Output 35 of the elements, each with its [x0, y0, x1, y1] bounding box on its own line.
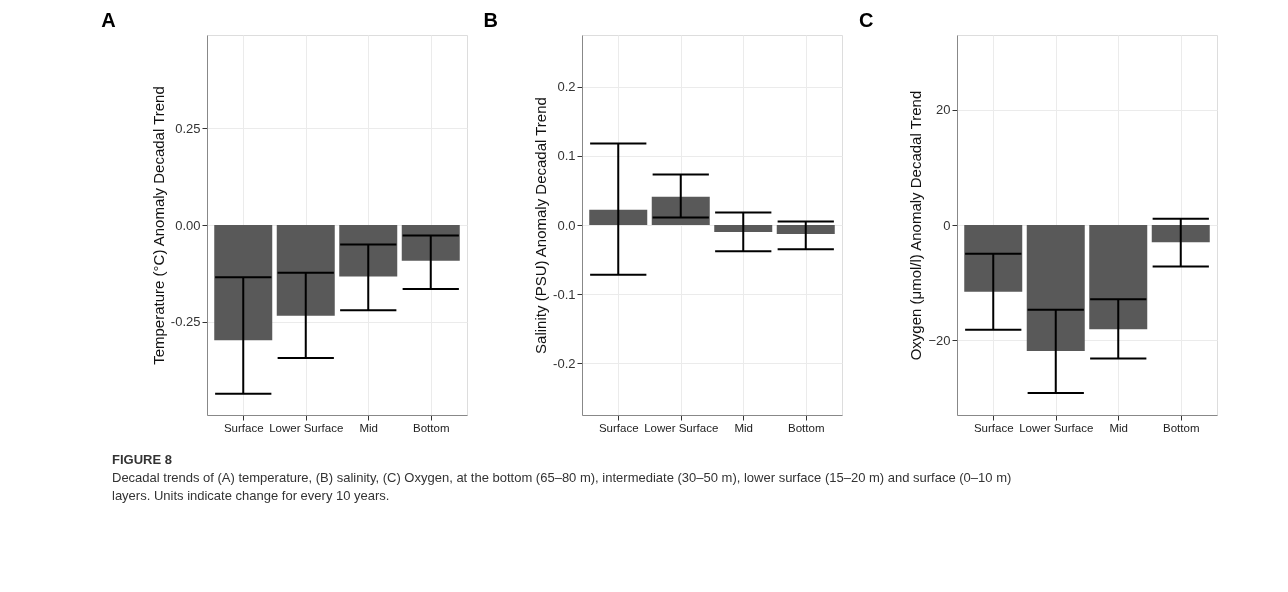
x-tick-label: Surface: [598, 421, 639, 434]
y-tick-label: 20: [936, 102, 951, 118]
y-tick-label: 0: [943, 217, 951, 233]
y-axis-title: Oxygen (μmol/l) Anomaly Decadal Trend: [907, 90, 925, 361]
x-tick-label: Mid: [734, 421, 754, 434]
x-tick-label: Lower Surface: [1019, 421, 1094, 434]
chart-title: C: [858, 9, 874, 31]
x-tick-label: Bottom: [788, 421, 825, 434]
x-tick-label: Bottom: [413, 421, 450, 434]
y-tick-label: 0.1: [557, 148, 576, 164]
x-tick-label: Lower Surface: [269, 421, 344, 434]
x-tick-label: Surface: [973, 421, 1014, 434]
x-tick-label: Lower Surface: [644, 421, 719, 434]
x-tick-label: Surface: [223, 421, 264, 434]
chart-title: A: [101, 9, 116, 31]
bar: [714, 225, 773, 232]
bar: [776, 225, 835, 234]
y-axis-title: Temperature (°C) Anomaly Decadal Trend: [149, 86, 167, 365]
y-tick-label: -0.1: [553, 286, 576, 302]
bar: [589, 209, 648, 225]
y-tick-label: −20: [928, 332, 951, 348]
text: Decadal trends of (A) temperature, (B) salinity, (C) Oxygen, at the bottom (65–80 m), intermediate (30–50 m), lower surface (15–20 m) and surface (0–10 m) layers. Units indicate change for every 10 years.: [112, 470, 1012, 503]
bar: [651, 196, 710, 225]
y-tick-label: -0.2: [553, 355, 576, 371]
chart-title: B: [483, 9, 499, 31]
y-tick-label: 0.0: [557, 217, 576, 233]
y-tick-label: 0.25: [175, 120, 201, 136]
y-tick-label: -0.25: [170, 314, 201, 330]
x-tick-label: Mid: [359, 421, 379, 434]
y-axis-title: Salinity (PSU) Anomaly Decadal Trend: [532, 97, 550, 354]
y-tick-label: 0.00: [175, 217, 201, 233]
y-tick-label: 0.2: [557, 79, 576, 95]
caption: FIGURE 8: [112, 452, 172, 467]
x-tick-label: Bottom: [1163, 421, 1200, 434]
x-tick-label: Mid: [1109, 421, 1129, 434]
